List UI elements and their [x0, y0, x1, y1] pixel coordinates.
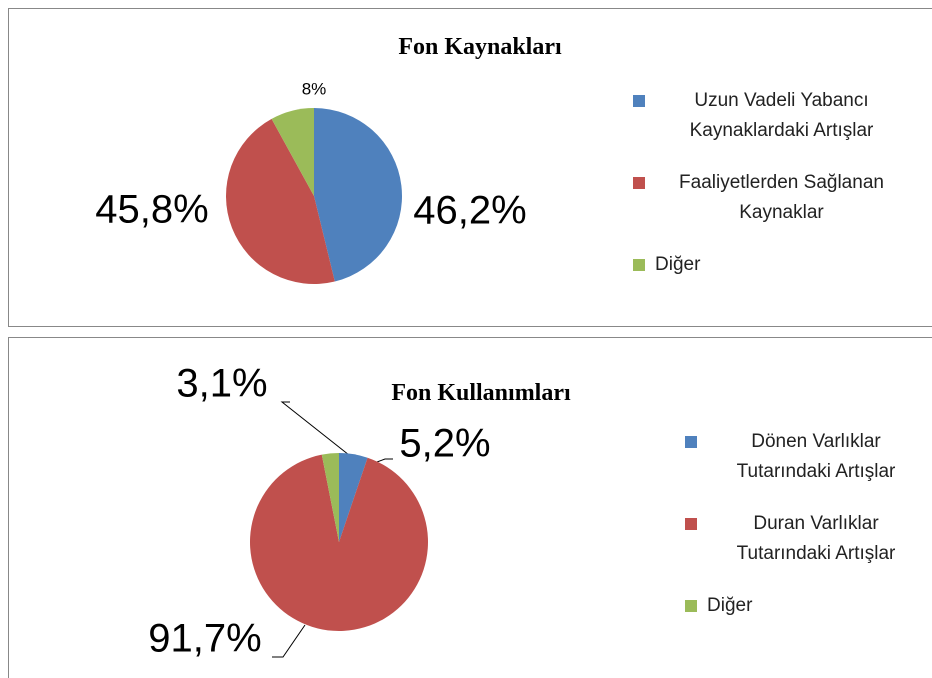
- chart-title: Fon Kullanımları: [391, 380, 571, 406]
- legend-swatch: [633, 177, 645, 189]
- data-label: 91,7%: [148, 617, 261, 661]
- chart-frame: [8, 8, 932, 327]
- data-label: 5,2%: [399, 422, 490, 466]
- legend-entry: Diğer: [685, 591, 925, 621]
- legend-entry: Faaliyetlerden Sağlanan Kaynaklar: [633, 168, 908, 228]
- legend-swatch: [633, 95, 645, 107]
- chart-title: Fon Kaynakları: [398, 34, 562, 60]
- leader-line: [376, 458, 393, 463]
- legend-label: Faaliyetlerden Sağlanan Kaynaklar: [679, 172, 884, 223]
- leader-line: [280, 401, 350, 456]
- data-label: 46,2%: [413, 189, 526, 233]
- legend-swatch: [685, 436, 697, 448]
- chart-frame: [8, 337, 932, 678]
- data-label: 8%: [302, 79, 327, 98]
- pie-slice: [314, 108, 403, 282]
- legend-label: Uzun Vadeli Yabancı Kaynaklardaki Artışl…: [689, 90, 874, 141]
- legend-swatch: [633, 259, 645, 271]
- legend-label: Duran Varlıklar Tutarındaki Artışlar: [736, 513, 896, 564]
- legend-entry: Uzun Vadeli Yabancı Kaynaklardaki Artışl…: [633, 86, 908, 146]
- pie-slice: [339, 453, 368, 542]
- legend: Dönen Varlıklar Tutarındaki Artışlar Dura…: [685, 427, 925, 643]
- legend-entry: Dönen Varlıklar Tutarındaki Artışlar: [685, 427, 925, 487]
- legend: Uzun Vadeli Yabancı Kaynaklardaki Artışl…: [633, 86, 908, 302]
- legend-label: Diğer: [655, 254, 701, 275]
- pie-slice: [271, 108, 314, 196]
- pie-slice: [249, 454, 428, 631]
- leader-line: [272, 624, 306, 658]
- data-label: 3,1%: [176, 362, 267, 406]
- legend-swatch: [685, 518, 697, 530]
- legend-entry: Diğer: [633, 250, 908, 280]
- legend-swatch: [685, 600, 697, 612]
- pie-slice: [321, 453, 339, 542]
- pie-slice: [225, 118, 335, 285]
- legend-label: Diğer: [707, 595, 753, 616]
- legend-entry: Duran Varlıklar Tutarındaki Artışlar: [685, 509, 925, 569]
- legend-label: Dönen Varlıklar Tutarındaki Artışlar: [736, 431, 896, 482]
- data-label: 45,8%: [95, 188, 208, 232]
